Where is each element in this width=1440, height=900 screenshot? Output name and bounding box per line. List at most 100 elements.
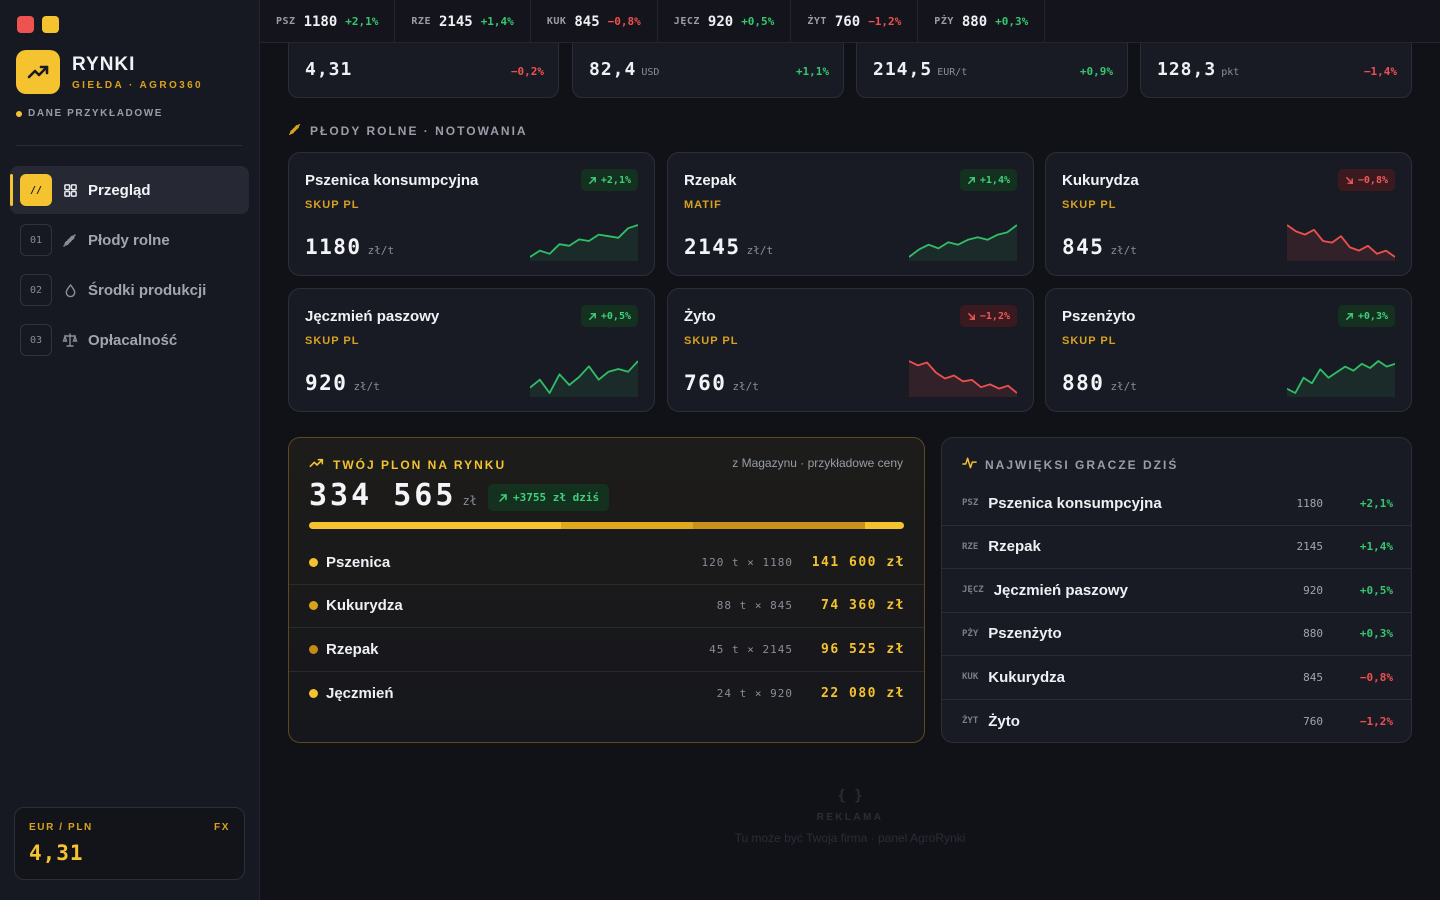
- top-movers-panel: NAJWIĘKSI GRACZE DZIŚ PSZ Pszenica konsum…: [941, 437, 1412, 743]
- crop-price: 920: [305, 371, 348, 395]
- harvest-bar-segment: [560, 522, 694, 529]
- sidebar-divider: [16, 145, 242, 146]
- crop-card[interactable]: Jęczmień paszowy SKUP PL +0,5% 920 zł/t: [288, 288, 655, 412]
- harvest-row[interactable]: Jęczmień 24 t × 920 22 080 zł: [289, 672, 924, 716]
- harvest-list: Pszenica 120 t × 1180 141 600 zł Kukurydza 8…: [289, 541, 924, 716]
- harvest-amount: 74 360 zł: [821, 598, 905, 614]
- nav-label: Przegląd: [88, 181, 151, 199]
- ticker-change: +0,5%: [741, 15, 775, 28]
- sparkline-line: [530, 360, 638, 394]
- harvest-row[interactable]: Kukurydza 88 t × 845 74 360 zł: [289, 585, 924, 628]
- mover-change: +0,5%: [1359, 583, 1393, 597]
- crop-change-badge: +1,4%: [959, 169, 1017, 191]
- arrow-down-right-icon: [967, 312, 975, 320]
- crop-price: 1180: [305, 235, 362, 259]
- sidebar: RYNKI GIEŁDA · AGRO360 DANE PRZYKŁADOWE …: [0, 0, 260, 900]
- close-window-button[interactable]: [17, 16, 34, 33]
- crop-price: 760: [684, 371, 727, 395]
- mover-code: KUK: [962, 672, 979, 683]
- mover-code: ŻYT: [962, 716, 979, 727]
- ticker-price: 845: [574, 13, 600, 30]
- ticker-code: RZE: [411, 16, 431, 27]
- mover-price: 920: [1303, 583, 1323, 597]
- ticker-price: 2145: [438, 13, 473, 30]
- movers-title: NAJWIĘKSI GRACZE DZIŚ: [985, 457, 1179, 472]
- ticker-price: 880: [961, 13, 988, 30]
- ticker-item[interactable]: RZE 2145 +1,4%: [395, 0, 531, 43]
- crop-price: 2145: [684, 235, 741, 259]
- crop-unit: zł/t: [746, 244, 774, 257]
- crop-card[interactable]: Pszenica konsumpcyjna SKUP PL +2,1% 1180 zł/…: [288, 152, 655, 276]
- crop-unit: zł/t: [353, 380, 380, 393]
- crop-card[interactable]: Kukurydza SKUP PL −0,8% 845 zł/t: [1045, 152, 1412, 276]
- crop-change-badge: +0,3%: [1337, 305, 1395, 327]
- sparkline-line: [1287, 360, 1395, 394]
- ticker-change: +0,3%: [995, 15, 1029, 28]
- ad-label: REKLAMA: [816, 812, 884, 823]
- nav-item-overview[interactable]: // Przegląd: [10, 166, 249, 214]
- ticker-item[interactable]: KUK 845 −0,8%: [531, 0, 658, 43]
- ticker-item[interactable]: ŻYT 760 −1,2%: [791, 0, 919, 43]
- index-unit: USD: [641, 67, 660, 78]
- minimize-window-button[interactable]: [42, 16, 59, 33]
- nav-item-inputs[interactable]: 02 Środki produkcji: [10, 266, 249, 314]
- fx-tag: FX: [214, 822, 230, 833]
- crop-sparkline: [1287, 224, 1395, 261]
- harvest-color-dot: [309, 644, 318, 654]
- harvest-calc: 24 t × 920: [716, 686, 793, 700]
- crop-change-badge: −0,8%: [1337, 169, 1395, 191]
- ticker-change: −1,2%: [868, 15, 902, 28]
- harvest-note: z Magazynu · przykładowe ceny: [732, 456, 903, 470]
- mover-row[interactable]: RZE Rzepak 2145 +1,4%: [942, 526, 1411, 569]
- mover-row[interactable]: PSZ Pszenica konsumpcyjna 1180 +2,1%: [942, 482, 1411, 526]
- mover-code: JĘCZ: [962, 585, 984, 596]
- harvest-today-badge: +3755 zł dziś: [488, 484, 610, 511]
- index-unit: EUR/t: [937, 67, 968, 78]
- nav-number: //: [20, 174, 52, 206]
- wheat-icon: [62, 232, 78, 248]
- ticker-price: 760: [834, 13, 861, 30]
- harvest-row[interactable]: Rzepak 45 t × 2145 96 525 zł: [289, 628, 924, 672]
- ticker-code: JĘCZ: [673, 16, 700, 27]
- nav-item-profitability[interactable]: 03 Opłacalność: [10, 316, 249, 364]
- crop-change-badge: −1,2%: [959, 305, 1017, 327]
- harvest-crop-name: Rzepak: [326, 640, 379, 658]
- index-change: +0,9%: [1079, 65, 1113, 78]
- ticker-item[interactable]: JĘCZ 920 +0,5%: [658, 0, 792, 43]
- crop-source: SKUP PL: [1062, 199, 1117, 211]
- ticker-item[interactable]: PSZ 1180 +2,1%: [260, 0, 396, 43]
- crop-price: 845: [1062, 235, 1105, 259]
- sample-data-badge: DANE PRZYKŁADOWE: [16, 108, 163, 119]
- ad-placeholder[interactable]: { } REKLAMA Tu może być Twoja firma · pa…: [700, 788, 1000, 845]
- mover-row[interactable]: KUK Kukurydza 845 −0,8%: [942, 656, 1411, 700]
- mover-price: 1180: [1296, 496, 1324, 510]
- nav-label: Płody rolne: [88, 231, 170, 249]
- mover-row[interactable]: ŻYT Żyto 760 −1,2%: [942, 700, 1411, 743]
- crop-unit: zł/t: [1110, 244, 1137, 257]
- crop-card[interactable]: Rzepak MATIF +1,4% 2145 zł/t: [667, 152, 1034, 276]
- nav-item-crops[interactable]: 01 Płody rolne: [10, 216, 249, 264]
- crop-source: SKUP PL: [1062, 335, 1117, 347]
- mover-name: Rzepak: [988, 538, 1041, 556]
- mover-row[interactable]: JĘCZ Jęczmień paszowy 920 +0,5%: [942, 569, 1411, 613]
- index-unit: pkt: [1221, 67, 1240, 78]
- mover-row[interactable]: PŻY Pszenżyto 880 +0,3%: [942, 613, 1411, 656]
- crop-card[interactable]: Żyto SKUP PL −1,2% 760 zł/t: [667, 288, 1034, 412]
- mover-name: Pszenica konsumpcyjna: [988, 494, 1162, 512]
- arrow-up-right-icon: [588, 176, 596, 184]
- brand-subtitle: GIEŁDA · AGRO360: [72, 79, 204, 91]
- ticker-change: −0,8%: [607, 15, 641, 28]
- activity-icon: [962, 456, 977, 473]
- ticker-price: 920: [707, 13, 734, 30]
- index-value: 214,5: [873, 59, 933, 80]
- trending-up-icon: [309, 456, 325, 473]
- index-change: −0,2%: [510, 65, 544, 78]
- crop-change: −1,2%: [979, 310, 1010, 322]
- crop-sparkline: [530, 224, 638, 261]
- harvest-crop-name: Jęczmień: [326, 684, 394, 702]
- crop-card[interactable]: Pszenżyto SKUP PL +0,3% 880 zł/t: [1045, 288, 1412, 412]
- harvest-amount: 141 600 zł: [811, 554, 905, 570]
- scale-icon: [62, 332, 78, 348]
- harvest-row[interactable]: Pszenica 120 t × 1180 141 600 zł: [289, 541, 924, 585]
- ticker-item[interactable]: PŻY 880 +0,3%: [918, 0, 1046, 43]
